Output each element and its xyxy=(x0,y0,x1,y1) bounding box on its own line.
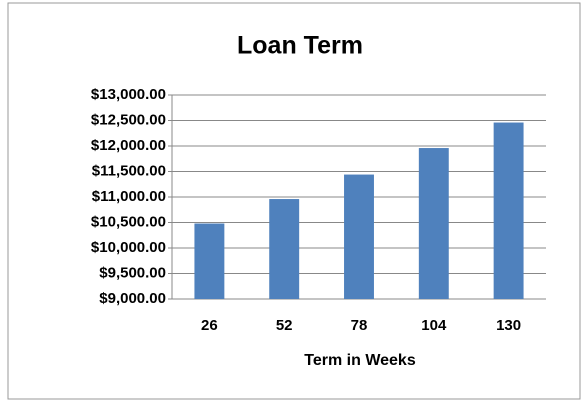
y-tick-label: $9,500.00 xyxy=(99,264,166,281)
bar xyxy=(418,148,449,299)
bar xyxy=(269,199,300,299)
bar xyxy=(493,122,524,299)
bar xyxy=(194,223,225,299)
y-tick-label: $10,500.00 xyxy=(91,213,166,230)
y-tick-label: $13,000.00 xyxy=(91,86,166,103)
x-tick-label: 130 xyxy=(496,317,521,334)
y-tick-label: $10,000.00 xyxy=(91,239,166,256)
y-tick-label: $12,000.00 xyxy=(91,137,166,154)
x-tick-label: 52 xyxy=(276,317,293,334)
y-tick-label: $9,000.00 xyxy=(99,290,166,307)
y-tick-label: $12,500.00 xyxy=(91,111,166,128)
bar xyxy=(344,174,374,299)
y-tick-label: $11,000.00 xyxy=(92,188,166,205)
y-tick-label: $11,500.00 xyxy=(92,162,166,179)
x-tick-label: 104 xyxy=(421,317,447,334)
x-tick-label: 26 xyxy=(201,317,218,334)
x-axis-label: Term in Weeks xyxy=(304,352,416,369)
chart-title: Loan Term xyxy=(237,32,363,60)
x-tick-label: 78 xyxy=(351,317,368,334)
